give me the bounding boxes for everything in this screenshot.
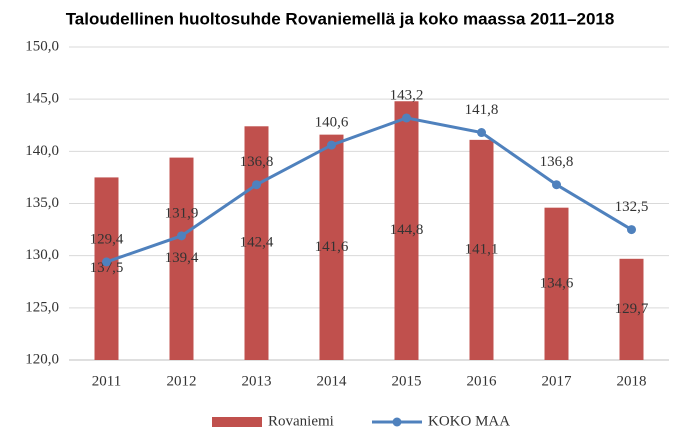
legend-label: KOKO MAA: [428, 413, 510, 429]
y-tick-label: 130,0: [25, 247, 59, 263]
line-point: [252, 180, 261, 190]
legend-swatch: [212, 417, 262, 427]
y-tick-label: 135,0: [25, 195, 59, 211]
y-tick-label: 120,0: [25, 351, 59, 367]
legend-swatch: [392, 417, 402, 427]
x-tick-label: 2011: [92, 373, 121, 389]
bar-value-label: 129,7: [615, 301, 649, 317]
line-point: [552, 180, 561, 190]
bar: [394, 101, 419, 361]
bar: [619, 258, 644, 360]
line-point: [102, 257, 111, 267]
bar-value-label: 134,6: [540, 275, 574, 291]
line-point: [627, 225, 636, 235]
line-value-label: 141,8: [465, 102, 499, 118]
bar-value-label: 141,1: [465, 241, 499, 257]
bar: [94, 177, 119, 360]
bar: [244, 126, 269, 360]
line-value-label: 136,8: [540, 154, 574, 170]
line-point: [177, 231, 186, 241]
line-value-label: 132,5: [615, 199, 649, 215]
bar-value-label: 139,4: [165, 250, 199, 266]
line: [106, 116, 633, 264]
bar-value-label: 142,4: [240, 235, 274, 251]
x-tick-label: 2016: [467, 373, 498, 389]
y-tick-label: 125,0: [25, 299, 59, 315]
bar-value-label: 141,6: [315, 239, 349, 255]
x-tick-label: 2012: [167, 373, 197, 389]
y-tick-label: 150,0: [25, 38, 59, 54]
line-value-label: 136,8: [240, 154, 274, 170]
line-point: [402, 113, 411, 123]
line-value-label: 129,4: [90, 231, 124, 247]
x-tick-label: 2013: [242, 373, 272, 389]
line-value-label: 131,9: [165, 205, 199, 221]
bar: [319, 134, 344, 360]
chart-title: Taloudellinen huoltosuhde Rovaniemellä j…: [66, 9, 615, 28]
bar-value-label: 144,8: [390, 222, 424, 238]
x-tick-label: 2018: [617, 373, 647, 389]
bar: [469, 139, 494, 360]
line-value-label: 143,2: [390, 87, 424, 103]
line-point: [477, 128, 486, 138]
x-tick-label: 2014: [317, 373, 348, 389]
y-tick-label: 140,0: [25, 143, 59, 159]
line-value-label: 140,6: [315, 115, 349, 131]
bar-value-label: 137,5: [90, 260, 124, 276]
y-tick-label: 145,0: [25, 91, 59, 107]
line-point: [327, 140, 336, 150]
x-tick-label: 2015: [392, 373, 422, 389]
x-tick-label: 2017: [542, 373, 573, 389]
bar: [544, 207, 569, 360]
bar: [169, 157, 194, 360]
legend-label: Rovaniemi: [268, 413, 334, 429]
